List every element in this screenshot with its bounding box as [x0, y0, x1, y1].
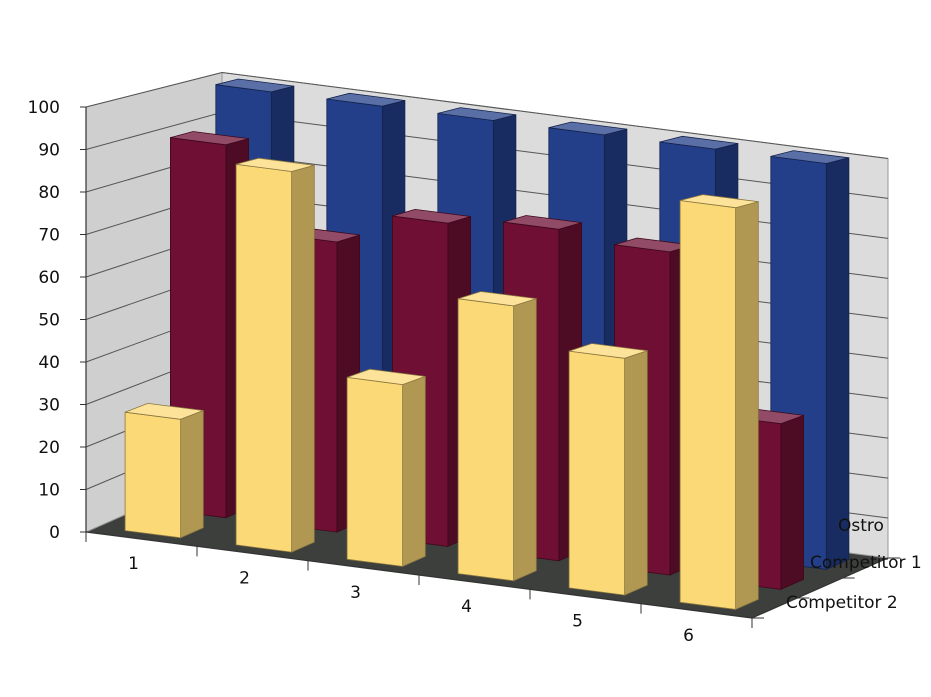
bar-face: [825, 157, 850, 571]
bar-face: [170, 131, 249, 146]
y-tick-label: 0: [49, 523, 60, 543]
bar-face: [457, 298, 514, 582]
bar-face: [235, 157, 315, 172]
bar-face: [780, 414, 804, 591]
bar-face: [215, 78, 294, 93]
bar-face: [568, 350, 625, 596]
series-label-competitor-2: Competitor 2: [786, 593, 898, 613]
bar-face: [568, 343, 648, 359]
y-tick-label: 90: [38, 141, 60, 161]
bar-face: [457, 291, 537, 307]
y-tick-label: 50: [38, 311, 60, 331]
bar-face: [124, 402, 204, 420]
bar-face: [548, 121, 627, 136]
bar-face: [624, 350, 648, 596]
bar-competitor-2-6: [679, 194, 759, 611]
bar-face: [679, 200, 736, 610]
y-tick-label: 10: [38, 481, 60, 501]
bar-face: [346, 368, 426, 386]
x-tick-label: 6: [683, 626, 694, 646]
y-tick-label: 80: [38, 183, 60, 203]
bar-face: [503, 215, 582, 230]
x-tick-label: 1: [128, 554, 139, 574]
bar-face: [770, 150, 849, 164]
bar-face: [735, 201, 759, 611]
bar-competitor-2-5: [568, 343, 648, 596]
y-tick-label: 60: [38, 268, 60, 288]
bar-face: [180, 409, 204, 539]
y-tick-label: 70: [38, 226, 60, 246]
bar-competitor-2-1: [124, 402, 204, 539]
bar-face: [291, 164, 315, 553]
bar-competitor-2-4: [457, 291, 537, 582]
bar-face: [124, 411, 182, 539]
x-tick-label: 3: [350, 583, 361, 603]
depth-axis-line: [751, 557, 889, 619]
bar-face: [346, 376, 404, 567]
bar-face: [402, 375, 426, 568]
y-tick-label: 20: [38, 438, 60, 458]
y-tick-label: 40: [38, 353, 60, 373]
x-tick-label: 4: [461, 597, 472, 617]
bar-competitor-2-2: [235, 157, 315, 553]
bar-face: [679, 194, 759, 209]
bar-face: [392, 208, 471, 224]
y-tick-label: 30: [38, 396, 60, 416]
x-tick-label: 2: [239, 569, 250, 589]
series-label-competitor-1: Competitor 1: [810, 553, 922, 573]
bar-face: [235, 163, 293, 553]
bar-face: [437, 107, 516, 121]
bar-competitor-2-3: [346, 368, 426, 568]
x-tick-label: 5: [572, 612, 583, 632]
bar-face: [326, 92, 405, 107]
gridline: [85, 71, 889, 159]
y-tick-label: 100: [28, 98, 60, 118]
series-label-ostro: Ostro: [838, 516, 884, 536]
bar-face: [659, 135, 738, 150]
bar-face: [513, 298, 537, 582]
